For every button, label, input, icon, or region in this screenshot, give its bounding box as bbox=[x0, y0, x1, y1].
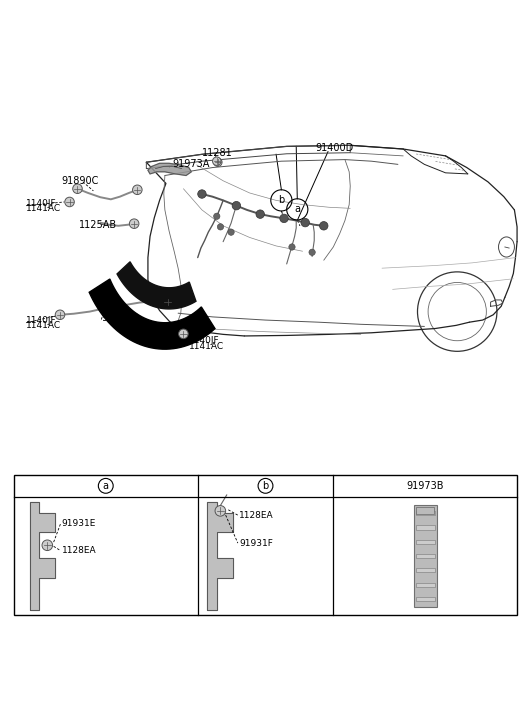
Text: 1128EA: 1128EA bbox=[239, 510, 273, 520]
Bar bbox=[416, 597, 435, 601]
Circle shape bbox=[65, 197, 74, 206]
Polygon shape bbox=[148, 164, 191, 175]
Circle shape bbox=[309, 249, 315, 255]
Text: 91400D: 91400D bbox=[316, 143, 354, 153]
Text: 1141AC: 1141AC bbox=[26, 321, 61, 330]
Text: 91931E: 91931E bbox=[62, 519, 96, 529]
Bar bbox=[14, 475, 517, 615]
Polygon shape bbox=[30, 502, 55, 610]
Bar bbox=[416, 511, 435, 515]
Circle shape bbox=[130, 219, 139, 228]
Text: 1140JF: 1140JF bbox=[26, 316, 57, 324]
Bar bbox=[414, 505, 437, 607]
Bar bbox=[416, 569, 435, 572]
Circle shape bbox=[215, 505, 226, 516]
Text: 1141AC: 1141AC bbox=[26, 204, 61, 213]
Text: b: b bbox=[262, 481, 269, 491]
Text: 1128EA: 1128EA bbox=[62, 546, 96, 555]
Text: b: b bbox=[278, 196, 285, 206]
Bar bbox=[416, 539, 435, 544]
Circle shape bbox=[213, 158, 222, 166]
Text: 91973B: 91973B bbox=[407, 481, 444, 491]
Circle shape bbox=[256, 210, 264, 218]
Circle shape bbox=[228, 229, 234, 236]
Text: 11281: 11281 bbox=[202, 148, 233, 158]
Circle shape bbox=[133, 185, 142, 195]
Bar bbox=[416, 582, 435, 587]
Text: 91890C: 91890C bbox=[62, 176, 99, 186]
Circle shape bbox=[217, 224, 224, 230]
Circle shape bbox=[301, 218, 310, 227]
Circle shape bbox=[73, 184, 82, 193]
Circle shape bbox=[320, 222, 328, 230]
Polygon shape bbox=[89, 279, 215, 349]
Text: 91973A: 91973A bbox=[173, 159, 210, 169]
Circle shape bbox=[198, 190, 206, 198]
Text: 1140JF: 1140JF bbox=[189, 336, 219, 345]
Polygon shape bbox=[207, 502, 233, 610]
Bar bbox=[416, 507, 434, 515]
Text: 91931F: 91931F bbox=[239, 539, 273, 547]
Bar bbox=[416, 554, 435, 558]
Circle shape bbox=[55, 310, 65, 320]
Circle shape bbox=[42, 540, 53, 550]
Text: a: a bbox=[294, 204, 300, 214]
Circle shape bbox=[232, 201, 241, 210]
Polygon shape bbox=[117, 262, 196, 309]
Text: 91860D: 91860D bbox=[101, 313, 140, 324]
Circle shape bbox=[289, 244, 295, 250]
Bar bbox=[416, 526, 435, 529]
Text: 1141AC: 1141AC bbox=[189, 342, 224, 350]
Circle shape bbox=[212, 157, 221, 166]
Circle shape bbox=[280, 214, 288, 222]
Circle shape bbox=[213, 213, 220, 220]
Text: 1140JF: 1140JF bbox=[26, 198, 57, 207]
Text: 1125AB: 1125AB bbox=[79, 220, 117, 230]
Text: a: a bbox=[103, 481, 109, 491]
Circle shape bbox=[163, 297, 172, 307]
Circle shape bbox=[178, 329, 188, 339]
